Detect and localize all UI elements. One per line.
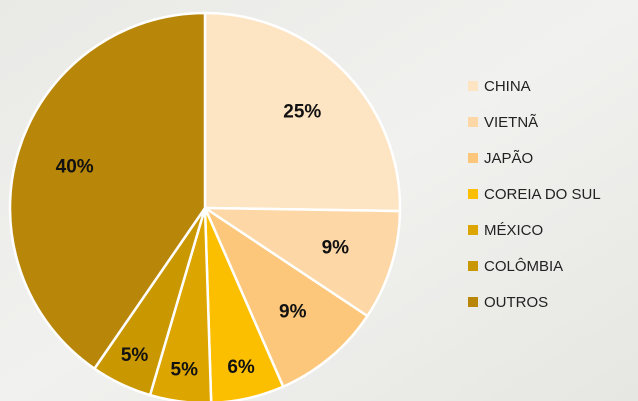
legend-label: JAPÃO [484, 150, 533, 167]
data-label: 5% [171, 359, 199, 380]
legend-label: COLÔMBIA [484, 258, 563, 275]
data-label: 9% [322, 238, 350, 259]
legend-label: VIETNÃ [484, 114, 538, 131]
legend-label: OUTROS [484, 294, 548, 311]
legend-label: MÉXICO [484, 222, 543, 239]
data-label: 25% [283, 101, 321, 122]
legend-swatch [468, 261, 478, 271]
pie: 25% 9% 9% 6% 5% 5% 40% [10, 13, 400, 401]
data-label: 6% [227, 357, 255, 378]
legend-swatch [468, 117, 478, 127]
legend-swatch [468, 81, 478, 91]
legend-label: CHINA [484, 78, 531, 95]
legend-label: COREIA DO SUL [484, 186, 601, 203]
legend-swatch [468, 297, 478, 307]
legend-swatch [468, 153, 478, 163]
legend-swatch [468, 189, 478, 199]
legend-swatch [468, 225, 478, 235]
data-label: 5% [121, 345, 149, 366]
data-label: 40% [56, 156, 94, 177]
chart: 25% 9% 9% 6% 5% 5% 40% CHINA VIETNÃ JAPÃO COREIA … [0, 0, 638, 401]
data-label: 9% [279, 302, 307, 323]
